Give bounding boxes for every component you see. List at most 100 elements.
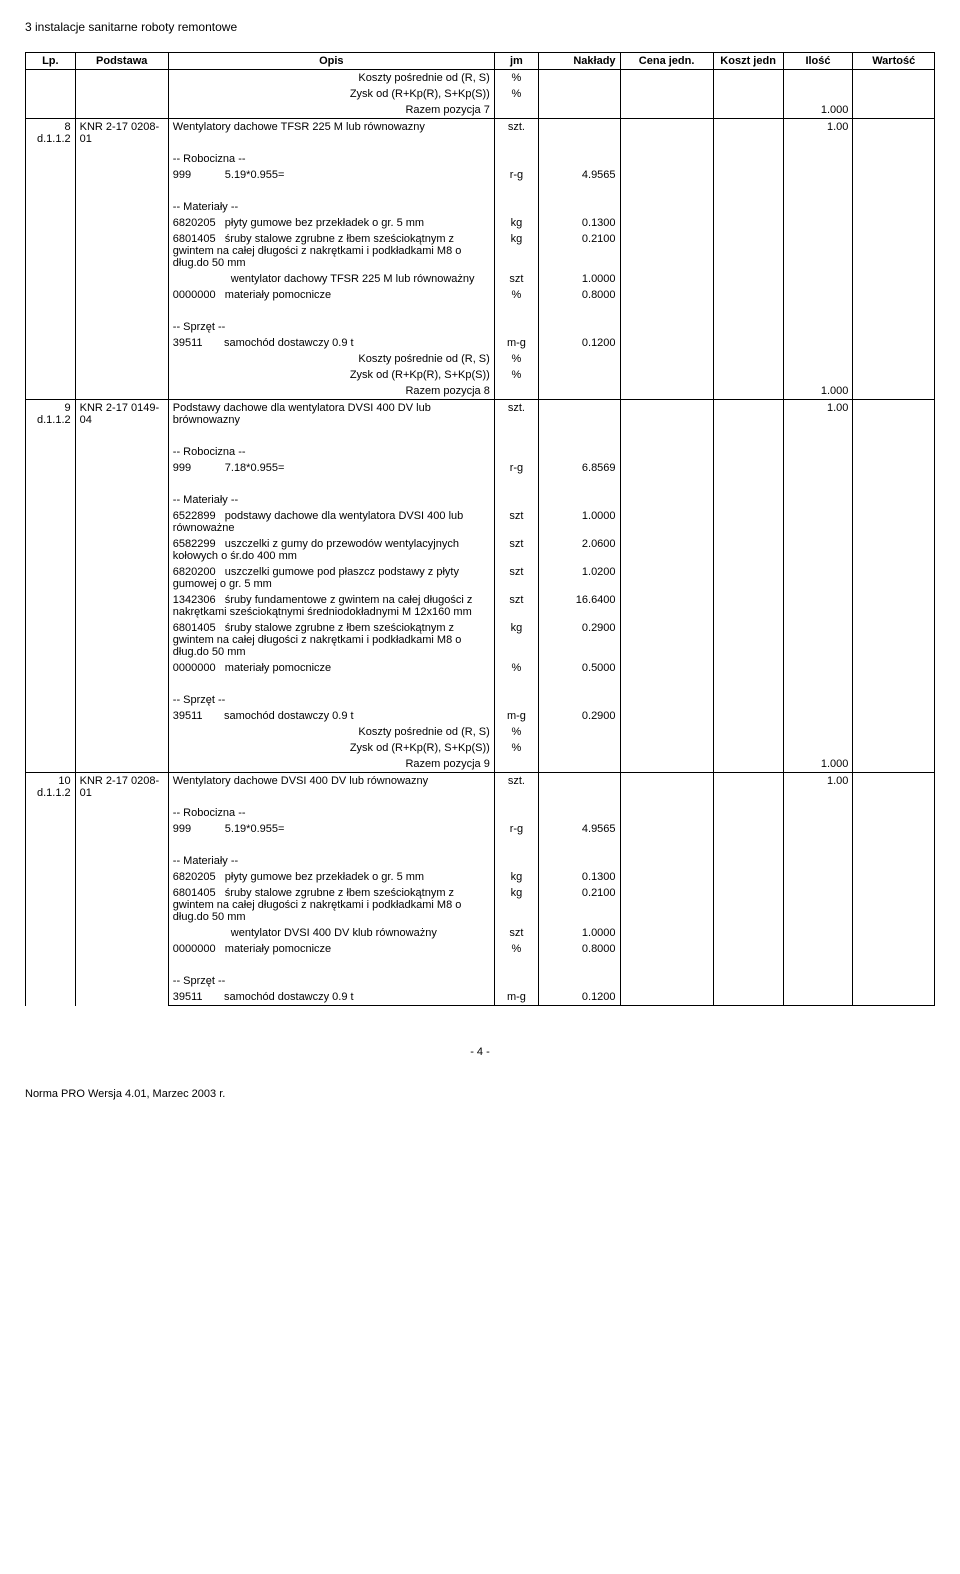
cell-razem7-val: 1.000 (783, 102, 853, 119)
table-header-row: Lp. Podstawa Opis jm Nakłady Cena jedn. … (26, 53, 935, 70)
cell-r9-m1-code: 6522899 (173, 510, 216, 522)
cell-r9-m3-jm: szt (494, 564, 538, 592)
cell-razem8: Razem pozycja 8 (168, 383, 494, 400)
cell-r9-s-opis: samochód dostawczy 0.9 t (224, 710, 354, 722)
cell-knr10: KNR 2-17 0208-01 (75, 773, 168, 1006)
cell-r9-m1-opis: podstawy dachowe dla wentylatora DVSI 40… (173, 510, 463, 534)
document-title: 3 instalacje sanitarne roboty remontowe (25, 20, 935, 34)
cell-r9-m2-val: 2.0600 (539, 536, 621, 564)
cell-lp9: 9 (65, 402, 71, 414)
cell-r8-m2-val: 0.2100 (539, 231, 621, 271)
cell-ilosc10: 1.00 (783, 773, 853, 790)
cell-r9-m3-code: 6820200 (173, 566, 216, 578)
cell-ilosc9: 1.00 (783, 400, 853, 429)
cell-r8-m4-code: 0000000 (173, 289, 216, 301)
cell-pct: % (494, 70, 538, 87)
cell-r10-rob-jm: r-g (494, 821, 538, 837)
cell-sprzet-hdr: -- Sprzęt -- (168, 973, 494, 989)
cell-r8-s-val: 0.1200 (539, 335, 621, 351)
th-ilosc: Ilość (783, 53, 853, 70)
cell-r10-m1-code: 6820205 (173, 871, 216, 883)
cell-r8-m1-code: 6820205 (173, 217, 216, 229)
cell-r8-m2-opis: śruby stalowe zgrubne z łbem sześciokątn… (173, 233, 462, 269)
cell-mat-hdr: -- Materiały -- (168, 853, 494, 869)
cell-r10-m2-opis: śruby stalowe zgrubne z łbem sześciokątn… (173, 887, 462, 923)
cell-razem9-val: 1.000 (783, 756, 853, 773)
cell-rob-hdr: -- Robocizna -- (168, 805, 494, 821)
cell-r9-m2-opis: uszczelki z gumy do przewodów wentylacyj… (173, 538, 459, 562)
cell-r9-m6-code: 0000000 (173, 662, 216, 674)
cell-opis8: Wentylatory dachowe TFSR 225 M lub równo… (168, 119, 494, 136)
cell-r9-m2-jm: szt (494, 536, 538, 564)
cell-r9-m5-val: 0.2900 (539, 620, 621, 660)
page-number: - 4 - (328, 1046, 631, 1058)
cell-r8-rob-code: 999 (173, 169, 191, 181)
cell-razem9: Razem pozycja 9 (168, 756, 494, 773)
th-opis: Opis (168, 53, 494, 70)
cell-r10-rob-code: 999 (173, 823, 191, 835)
cell-pct: % (494, 367, 538, 383)
cell-r9-m6-opis: materiały pomocnicze (225, 662, 331, 674)
cell-knr8: KNR 2-17 0208-01 (75, 119, 168, 384)
cell-zysk: Zysk od (R+Kp(R), S+Kp(S)) (168, 740, 494, 756)
cell-razem7: Razem pozycja 7 (168, 102, 494, 119)
cell-knr9: KNR 2-17 0149-04 (75, 400, 168, 757)
row-10-header: 10 d.1.1.2 KNR 2-17 0208-01 Wentylatory … (26, 773, 935, 790)
cost-table: Lp. Podstawa Opis jm Nakłady Cena jedn. … (25, 52, 935, 1006)
cell-r9-m3-opis: uszczelki gumowe pod płaszcz podstawy z … (173, 566, 459, 590)
cell-r8-rob-formula: 5.19*0.955= (225, 169, 285, 181)
cell-r9-m4-opis: śruby fundamentowe z gwintem na całej dł… (173, 594, 473, 618)
page-footer: - 4 - (25, 1046, 935, 1058)
cell-koszty: Koszty pośrednie od (R, S) (168, 351, 494, 367)
cell-r9-s-jm: m-g (494, 708, 538, 724)
th-naklady: Nakłady (539, 53, 621, 70)
cell-ref8: d.1.1.2 (37, 133, 71, 145)
cell-r8-m1-jm: kg (494, 215, 538, 231)
cell-r10-s-jm: m-g (494, 989, 538, 1006)
cell-r10-m2-jm: kg (494, 885, 538, 925)
row-razem-8: Razem pozycja 8 1.000 (26, 383, 935, 400)
cell-r10-m3-jm: szt (494, 925, 538, 941)
cell-r10-m4-opis: materiały pomocnicze (225, 943, 331, 955)
cell-ref10: d.1.1.2 (37, 787, 71, 799)
cell-sprzet-hdr: -- Sprzęt -- (168, 319, 494, 335)
cell-r9-m4-code: 1342306 (173, 594, 216, 606)
cell-mat-hdr: -- Materiały -- (168, 492, 494, 508)
cell-r9-rob-code: 999 (173, 462, 191, 474)
cell-ilosc8: 1.00 (783, 119, 853, 136)
cell-r10-m2-val: 0.2100 (539, 885, 621, 925)
th-podstawa: Podstawa (75, 53, 168, 70)
cell-zysk: Zysk od (R+Kp(R), S+Kp(S)) (168, 86, 494, 102)
row-9-header: 9 d.1.1.2 KNR 2-17 0149-04 Podstawy dach… (26, 400, 935, 429)
row-8-header: 8 d.1.1.2 KNR 2-17 0208-01 Wentylatory d… (26, 119, 935, 136)
cell-r8-s-code: 39511 (173, 337, 203, 349)
cell-rob-hdr: -- Robocizna -- (168, 151, 494, 167)
cell-r8-m1-opis: płyty gumowe bez przekładek o gr. 5 mm (225, 217, 424, 229)
cell-r9-m6-jm: % (494, 660, 538, 676)
row-razem-7: Razem pozycja 7 1.000 (26, 102, 935, 119)
cell-r9-m2-code: 6582299 (173, 538, 216, 550)
cell-lp10: 10 (58, 775, 70, 787)
cell-r9-m4-val: 16.6400 (539, 592, 621, 620)
cell-r9-m5-code: 6801405 (173, 622, 216, 634)
cell-jm8: szt. (494, 119, 538, 136)
cell-jm9: szt. (494, 400, 538, 429)
cell-r9-m6-val: 0.5000 (539, 660, 621, 676)
cell-r8-m2-code: 6801405 (173, 233, 216, 245)
cell-pct: % (494, 86, 538, 102)
cell-koszty: Koszty pośrednie od (R, S) (168, 724, 494, 740)
cell-r8-m2-jm: kg (494, 231, 538, 271)
cell-r9-m4-jm: szt (494, 592, 538, 620)
cell-r8-m1-val: 0.1300 (539, 215, 621, 231)
cell-r10-m1-opis: płyty gumowe bez przekładek o gr. 5 mm (225, 871, 424, 883)
cell-r9-rob-val: 6.8569 (539, 460, 621, 476)
cell-r8-m3-jm: szt (494, 271, 538, 287)
cell-r10-m1-val: 0.1300 (539, 869, 621, 885)
cell-r8-s-jm: m-g (494, 335, 538, 351)
th-wartosc: Wartość (853, 53, 935, 70)
cell-r10-m4-val: 0.8000 (539, 941, 621, 957)
th-lp: Lp. (26, 53, 76, 70)
cell-rob-hdr: -- Robocizna -- (168, 444, 494, 460)
cell-r8-m3-val: 1.0000 (539, 271, 621, 287)
cell-pct: % (494, 351, 538, 367)
